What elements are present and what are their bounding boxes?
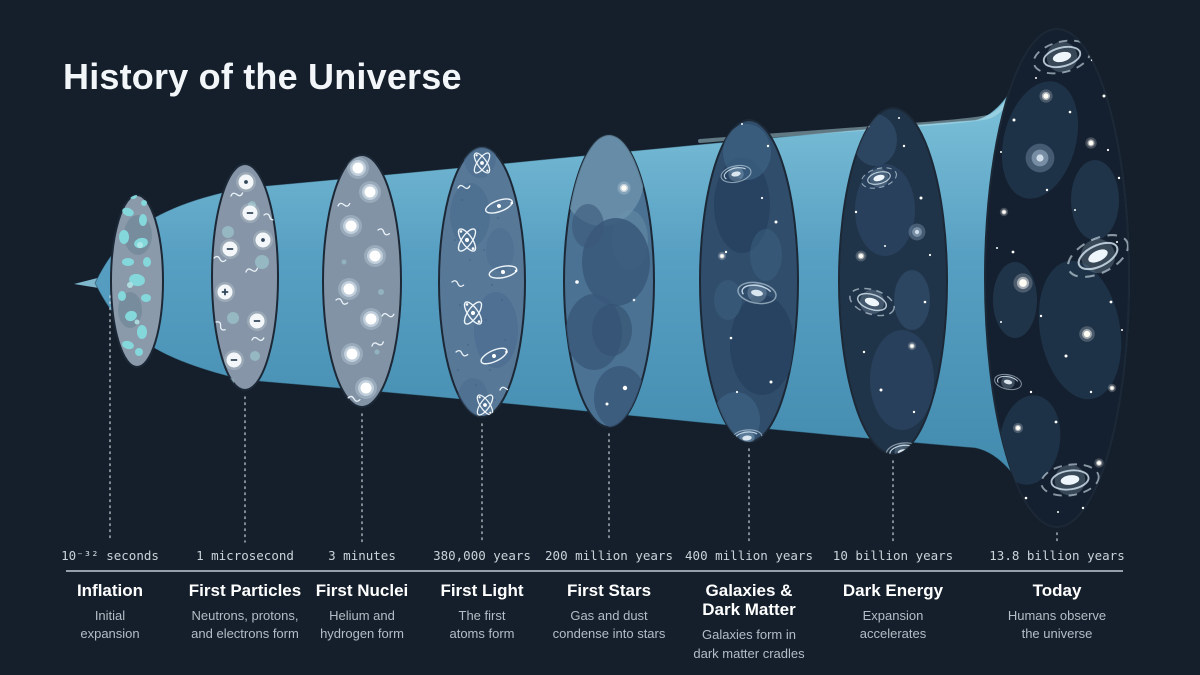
epoch-title: First Particles: [188, 581, 302, 600]
star-icon: [1085, 137, 1097, 149]
epoch-column-dark-energy: Dark Energy Expansion accelerates: [818, 581, 968, 644]
epoch-column-first-nuclei: First Nuclei Helium and hydrogen form: [287, 581, 437, 644]
epoch-time-today: 13.8 billion years: [989, 548, 1125, 563]
epoch-column-galaxies-dark-matter: Galaxies & Dark Matter Galaxies form in …: [674, 581, 824, 663]
epoch-description: Expansion accelerates: [859, 608, 927, 642]
star-icon: [617, 181, 631, 195]
epoch-time-galaxies-dark-matter: 400 million years: [685, 548, 813, 563]
plasma-dots: [341, 259, 384, 355]
particle-icon: [246, 310, 268, 332]
page-title: History of the Universe: [63, 56, 462, 97]
epoch-column-today: Today Humans observe the universe: [982, 581, 1132, 644]
epoch-description: Initial expansion: [80, 608, 140, 642]
elliptical-galaxy-icon: [908, 223, 926, 241]
epoch-time-dark-energy: 10 billion years: [832, 548, 954, 563]
epoch-time-first-particles: 1 microsecond: [196, 548, 294, 563]
epoch-title: First Light: [440, 581, 524, 600]
stars: [854, 117, 932, 414]
star-icon: [1039, 89, 1053, 103]
cross-section-inflation: [110, 194, 164, 368]
nucleus-icon: [341, 343, 363, 365]
nucleus-icon: [364, 245, 386, 267]
star-icon: [1012, 422, 1024, 434]
epoch-column-inflation: Inflation Initial expansion: [35, 581, 185, 644]
star-icon: [999, 207, 1009, 217]
epoch-description: Helium and hydrogen form: [320, 608, 404, 642]
nucleus-icon: [360, 308, 382, 330]
elliptical-galaxy-icon: [1025, 143, 1055, 173]
star-icon: [717, 251, 727, 261]
epoch-column-first-light: First Light The first atoms form: [407, 581, 557, 644]
epoch-time-inflation: 10⁻³² seconds: [61, 548, 159, 563]
epoch-time-first-stars: 200 million years: [545, 548, 673, 563]
cross-section-galaxies-dark-matter: [699, 119, 799, 443]
nebula-patches: [853, 114, 934, 430]
epoch-description: Neutrons, protons, and electrons form: [191, 608, 299, 642]
star-icon: [855, 250, 867, 262]
stars: [575, 181, 636, 406]
star-icon: [1107, 383, 1117, 393]
cross-section-dark-energy: [838, 107, 948, 455]
nucleus-icon: [340, 215, 362, 237]
leader-lines: [109, 295, 1058, 543]
star-icon: [1013, 273, 1033, 293]
epoch-time-first-light: 380,000 years: [433, 548, 531, 563]
epoch-description: Galaxies form in dark matter cradles: [693, 627, 805, 661]
epoch-title: Dark Energy: [842, 581, 944, 600]
star-icon: [907, 341, 917, 351]
cross-section-first-nuclei: [322, 154, 402, 408]
epoch-title: Today: [1032, 581, 1082, 600]
particle-icon: [236, 172, 256, 192]
particle-icon: [219, 238, 241, 260]
particle-icon: [214, 281, 236, 303]
epoch-title: Galaxies & Dark Matter: [702, 581, 796, 620]
epoch-column-first-stars: First Stars Gas and dust condense into s…: [534, 581, 684, 644]
epoch-title: First Nuclei: [315, 581, 409, 600]
particle-icon: [223, 349, 245, 371]
epoch-description: The first atoms form: [449, 608, 515, 642]
nebula-patches: [993, 81, 1122, 485]
dust-clouds: [566, 204, 650, 427]
speckles: [454, 199, 506, 401]
nucleus-icon: [359, 181, 381, 203]
epoch-description: Humans observe the universe: [1007, 608, 1107, 642]
nucleus-icon: [355, 377, 377, 399]
particle-icon: [253, 230, 273, 250]
quantum-fluctuation-blobs: [118, 195, 152, 356]
cross-section-today: [984, 28, 1130, 528]
epoch-column-first-particles: First Particles Neutrons, protons, and e…: [170, 581, 320, 644]
star-icon: [1079, 326, 1095, 342]
epoch-description: Gas and dust condense into stars: [552, 608, 666, 642]
nucleus-icon: [338, 278, 360, 300]
epoch-time-first-nuclei: 3 minutes: [328, 548, 396, 563]
epoch-title: First Stars: [566, 581, 652, 600]
cross-section-first-particles: [211, 163, 279, 391]
particle-icon: [239, 202, 261, 224]
cross-section-first-light: [438, 146, 526, 418]
epoch-title: Inflation: [76, 581, 144, 600]
star-field: [993, 58, 1123, 513]
star-icon: [1094, 458, 1104, 468]
